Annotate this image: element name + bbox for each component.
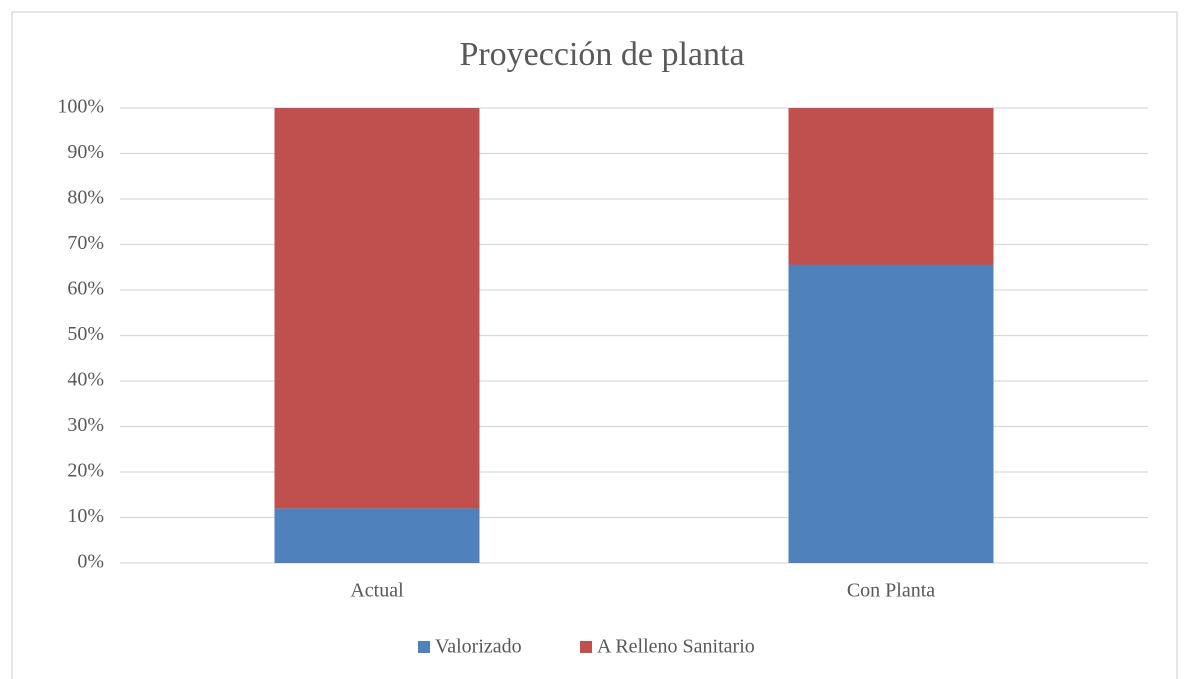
bar-segment [274,508,480,563]
bar-segment [788,264,994,563]
y-tick-label: 30% [67,414,104,436]
y-tick-label: 100% [57,96,104,118]
y-tick-label: 40% [67,369,104,391]
legend-label: A Relleno Sanitario [597,636,755,658]
y-tick-label: 0% [77,551,104,573]
y-tick-label: 80% [67,187,104,209]
y-tick-label: 60% [67,278,104,300]
legend-swatch [580,641,592,653]
bar-segment [788,108,994,265]
legend-swatch [418,641,430,653]
chart-frame [11,11,1178,679]
y-tick-label: 90% [67,141,104,163]
y-tick-label: 70% [67,232,104,254]
x-tick-label: Actual [350,580,404,602]
y-tick-label: 20% [67,460,104,482]
bar-segment [274,108,480,509]
x-tick-label: Con Planta [847,580,935,602]
chart-title: Proyección de planta [459,36,744,73]
y-tick-label: 50% [67,323,104,345]
legend-label: Valorizado [435,636,522,658]
y-tick-label: 10% [67,505,104,527]
